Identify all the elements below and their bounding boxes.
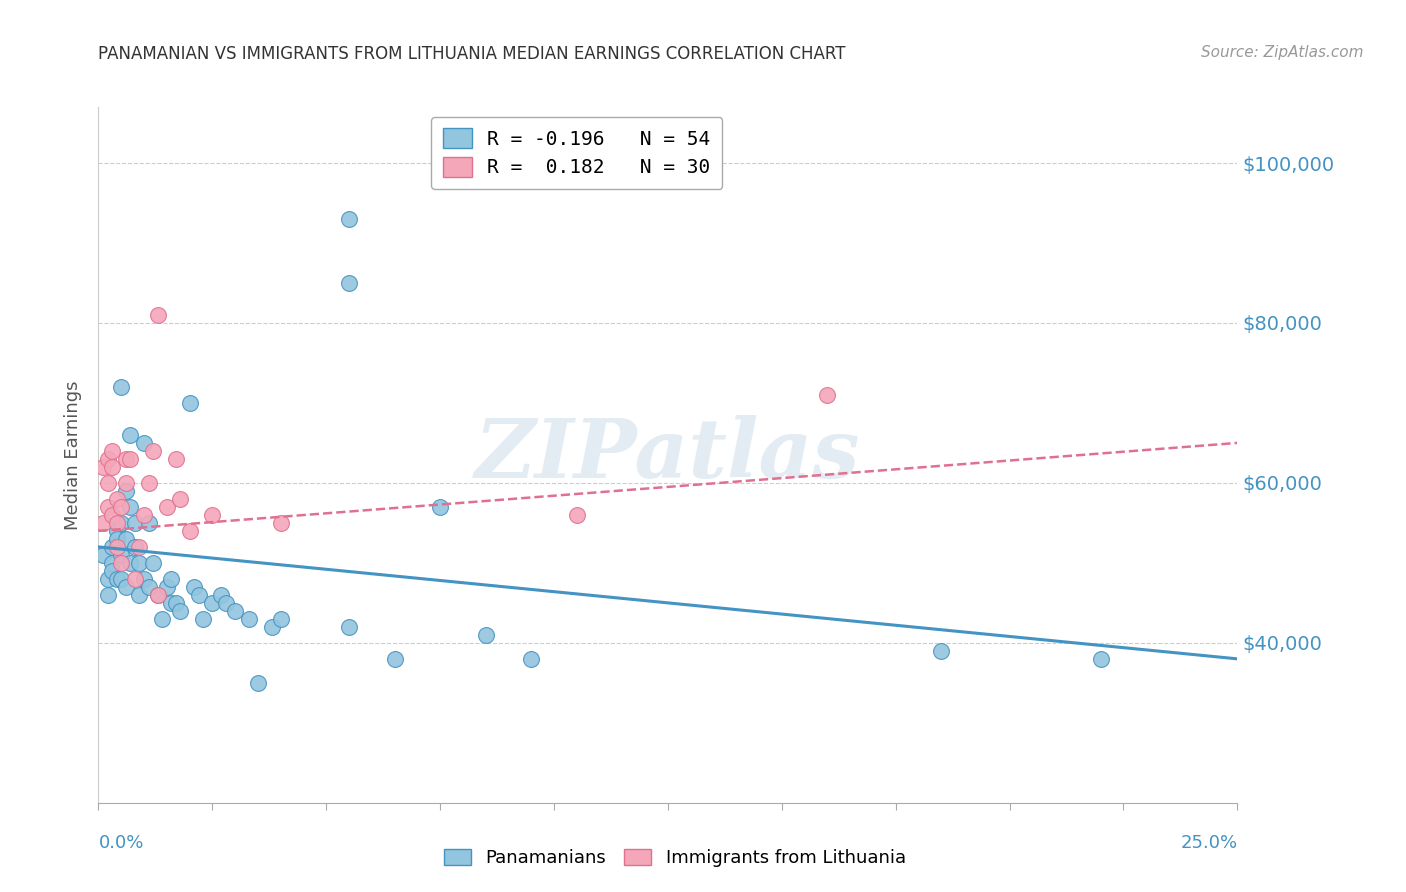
Point <box>105 491 128 506</box>
Point <box>120 451 142 466</box>
Point <box>146 588 169 602</box>
Point <box>337 212 360 227</box>
Point <box>179 396 201 410</box>
Point <box>124 572 146 586</box>
Point <box>183 580 205 594</box>
Text: 0.0%: 0.0% <box>98 834 143 852</box>
Point <box>246 676 269 690</box>
Point <box>429 500 451 514</box>
Point <box>260 620 283 634</box>
Legend: R = -0.196   N = 54, R =  0.182   N = 30: R = -0.196 N = 54, R = 0.182 N = 30 <box>432 117 723 189</box>
Text: Source: ZipAtlas.com: Source: ZipAtlas.com <box>1201 45 1364 60</box>
Point <box>114 483 136 498</box>
Point <box>165 451 187 466</box>
Point <box>96 588 118 602</box>
Point <box>114 451 136 466</box>
Point <box>96 475 118 490</box>
Point <box>105 572 128 586</box>
Point <box>138 475 160 490</box>
Point <box>120 556 142 570</box>
Point <box>142 444 165 458</box>
Legend: Panamanians, Immigrants from Lithuania: Panamanians, Immigrants from Lithuania <box>437 841 912 874</box>
Point <box>110 556 132 570</box>
Point <box>101 540 124 554</box>
Point <box>187 588 209 602</box>
Point <box>110 500 132 514</box>
Point <box>105 524 128 538</box>
Point <box>201 596 224 610</box>
Point <box>1090 652 1112 666</box>
Point <box>138 516 160 530</box>
Point <box>179 524 201 538</box>
Point <box>160 596 183 610</box>
Point <box>238 612 260 626</box>
Point <box>101 459 124 474</box>
Point <box>128 540 150 554</box>
Point <box>138 580 160 594</box>
Point <box>91 516 114 530</box>
Point <box>120 500 142 514</box>
Point <box>110 516 132 530</box>
Point <box>146 588 169 602</box>
Point <box>110 572 132 586</box>
Point <box>120 428 142 442</box>
Point <box>224 604 246 618</box>
Point <box>110 380 132 394</box>
Point <box>384 652 406 666</box>
Point <box>160 572 183 586</box>
Point <box>156 580 179 594</box>
Point <box>150 612 173 626</box>
Point <box>114 580 136 594</box>
Point <box>474 628 496 642</box>
Point <box>101 444 124 458</box>
Point <box>96 572 118 586</box>
Point <box>929 644 952 658</box>
Point <box>124 516 146 530</box>
Point <box>101 556 124 570</box>
Point <box>114 532 136 546</box>
Point <box>520 652 543 666</box>
Point <box>201 508 224 522</box>
Point <box>270 612 292 626</box>
Point <box>105 532 128 546</box>
Point <box>105 516 128 530</box>
Point <box>128 556 150 570</box>
Point <box>91 459 114 474</box>
Point <box>114 475 136 490</box>
Point <box>91 548 114 562</box>
Point <box>128 588 150 602</box>
Point <box>215 596 238 610</box>
Text: 25.0%: 25.0% <box>1180 834 1237 852</box>
Point <box>96 500 118 514</box>
Point <box>101 564 124 578</box>
Point <box>132 572 155 586</box>
Point <box>124 540 146 554</box>
Point <box>156 500 179 514</box>
Point <box>209 588 232 602</box>
Point <box>337 276 360 290</box>
Text: ZIPatlas: ZIPatlas <box>475 415 860 495</box>
Text: PANAMANIAN VS IMMIGRANTS FROM LITHUANIA MEDIAN EARNINGS CORRELATION CHART: PANAMANIAN VS IMMIGRANTS FROM LITHUANIA … <box>98 45 846 62</box>
Point <box>815 388 838 402</box>
Point <box>101 508 124 522</box>
Point <box>146 308 169 322</box>
Point <box>169 604 191 618</box>
Point <box>110 548 132 562</box>
Point <box>96 451 118 466</box>
Point <box>193 612 215 626</box>
Y-axis label: Median Earnings: Median Earnings <box>65 380 83 530</box>
Point <box>165 596 187 610</box>
Point <box>132 436 155 450</box>
Point <box>132 508 155 522</box>
Point <box>142 556 165 570</box>
Point <box>337 620 360 634</box>
Point <box>565 508 588 522</box>
Point <box>270 516 292 530</box>
Point <box>169 491 191 506</box>
Point <box>105 540 128 554</box>
